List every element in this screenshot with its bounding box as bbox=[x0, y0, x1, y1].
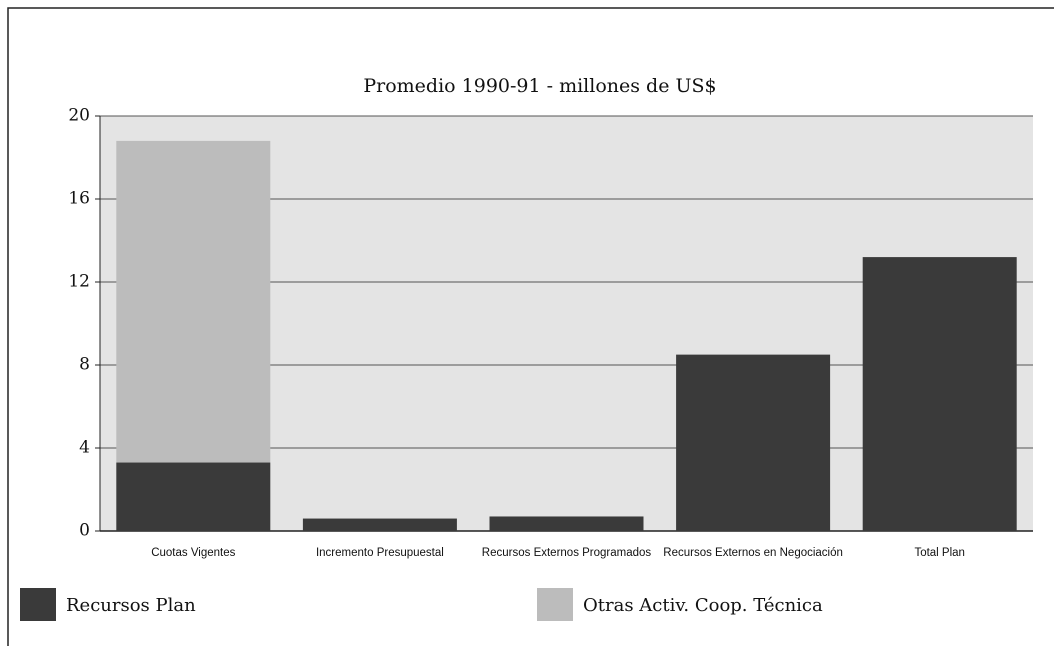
legend-label: Recursos Plan bbox=[66, 595, 196, 616]
x-tick-label: Incremento Presupuestal bbox=[316, 547, 444, 559]
legend-swatch bbox=[20, 588, 56, 621]
y-tick-label: 8 bbox=[79, 355, 90, 375]
y-tick-label: 0 bbox=[79, 521, 90, 541]
y-tick-label: 12 bbox=[68, 272, 90, 292]
bar-segment bbox=[862, 257, 1017, 531]
bar-segment bbox=[116, 462, 271, 531]
bar-segment bbox=[302, 518, 457, 531]
legend-label: Otras Activ. Coop. Técnica bbox=[583, 595, 823, 616]
bar-segment bbox=[116, 140, 271, 463]
x-tick-label: Cuotas Vigentes bbox=[151, 547, 235, 559]
bar-segment bbox=[676, 354, 831, 531]
y-tick-label: 20 bbox=[68, 106, 90, 126]
x-tick-label: Recursos Externos en Negociación bbox=[663, 547, 843, 559]
y-tick-label: 4 bbox=[79, 438, 90, 458]
legend-swatch bbox=[537, 588, 573, 621]
y-tick-label: 16 bbox=[68, 189, 90, 209]
x-tick-label: Recursos Externos Programados bbox=[482, 547, 652, 559]
bar-segment bbox=[489, 516, 644, 531]
chart-title: Promedio 1990-91 - millones de US$ bbox=[363, 75, 716, 97]
x-tick-label: Total Plan bbox=[914, 547, 965, 559]
frame bbox=[7, 7, 1054, 646]
